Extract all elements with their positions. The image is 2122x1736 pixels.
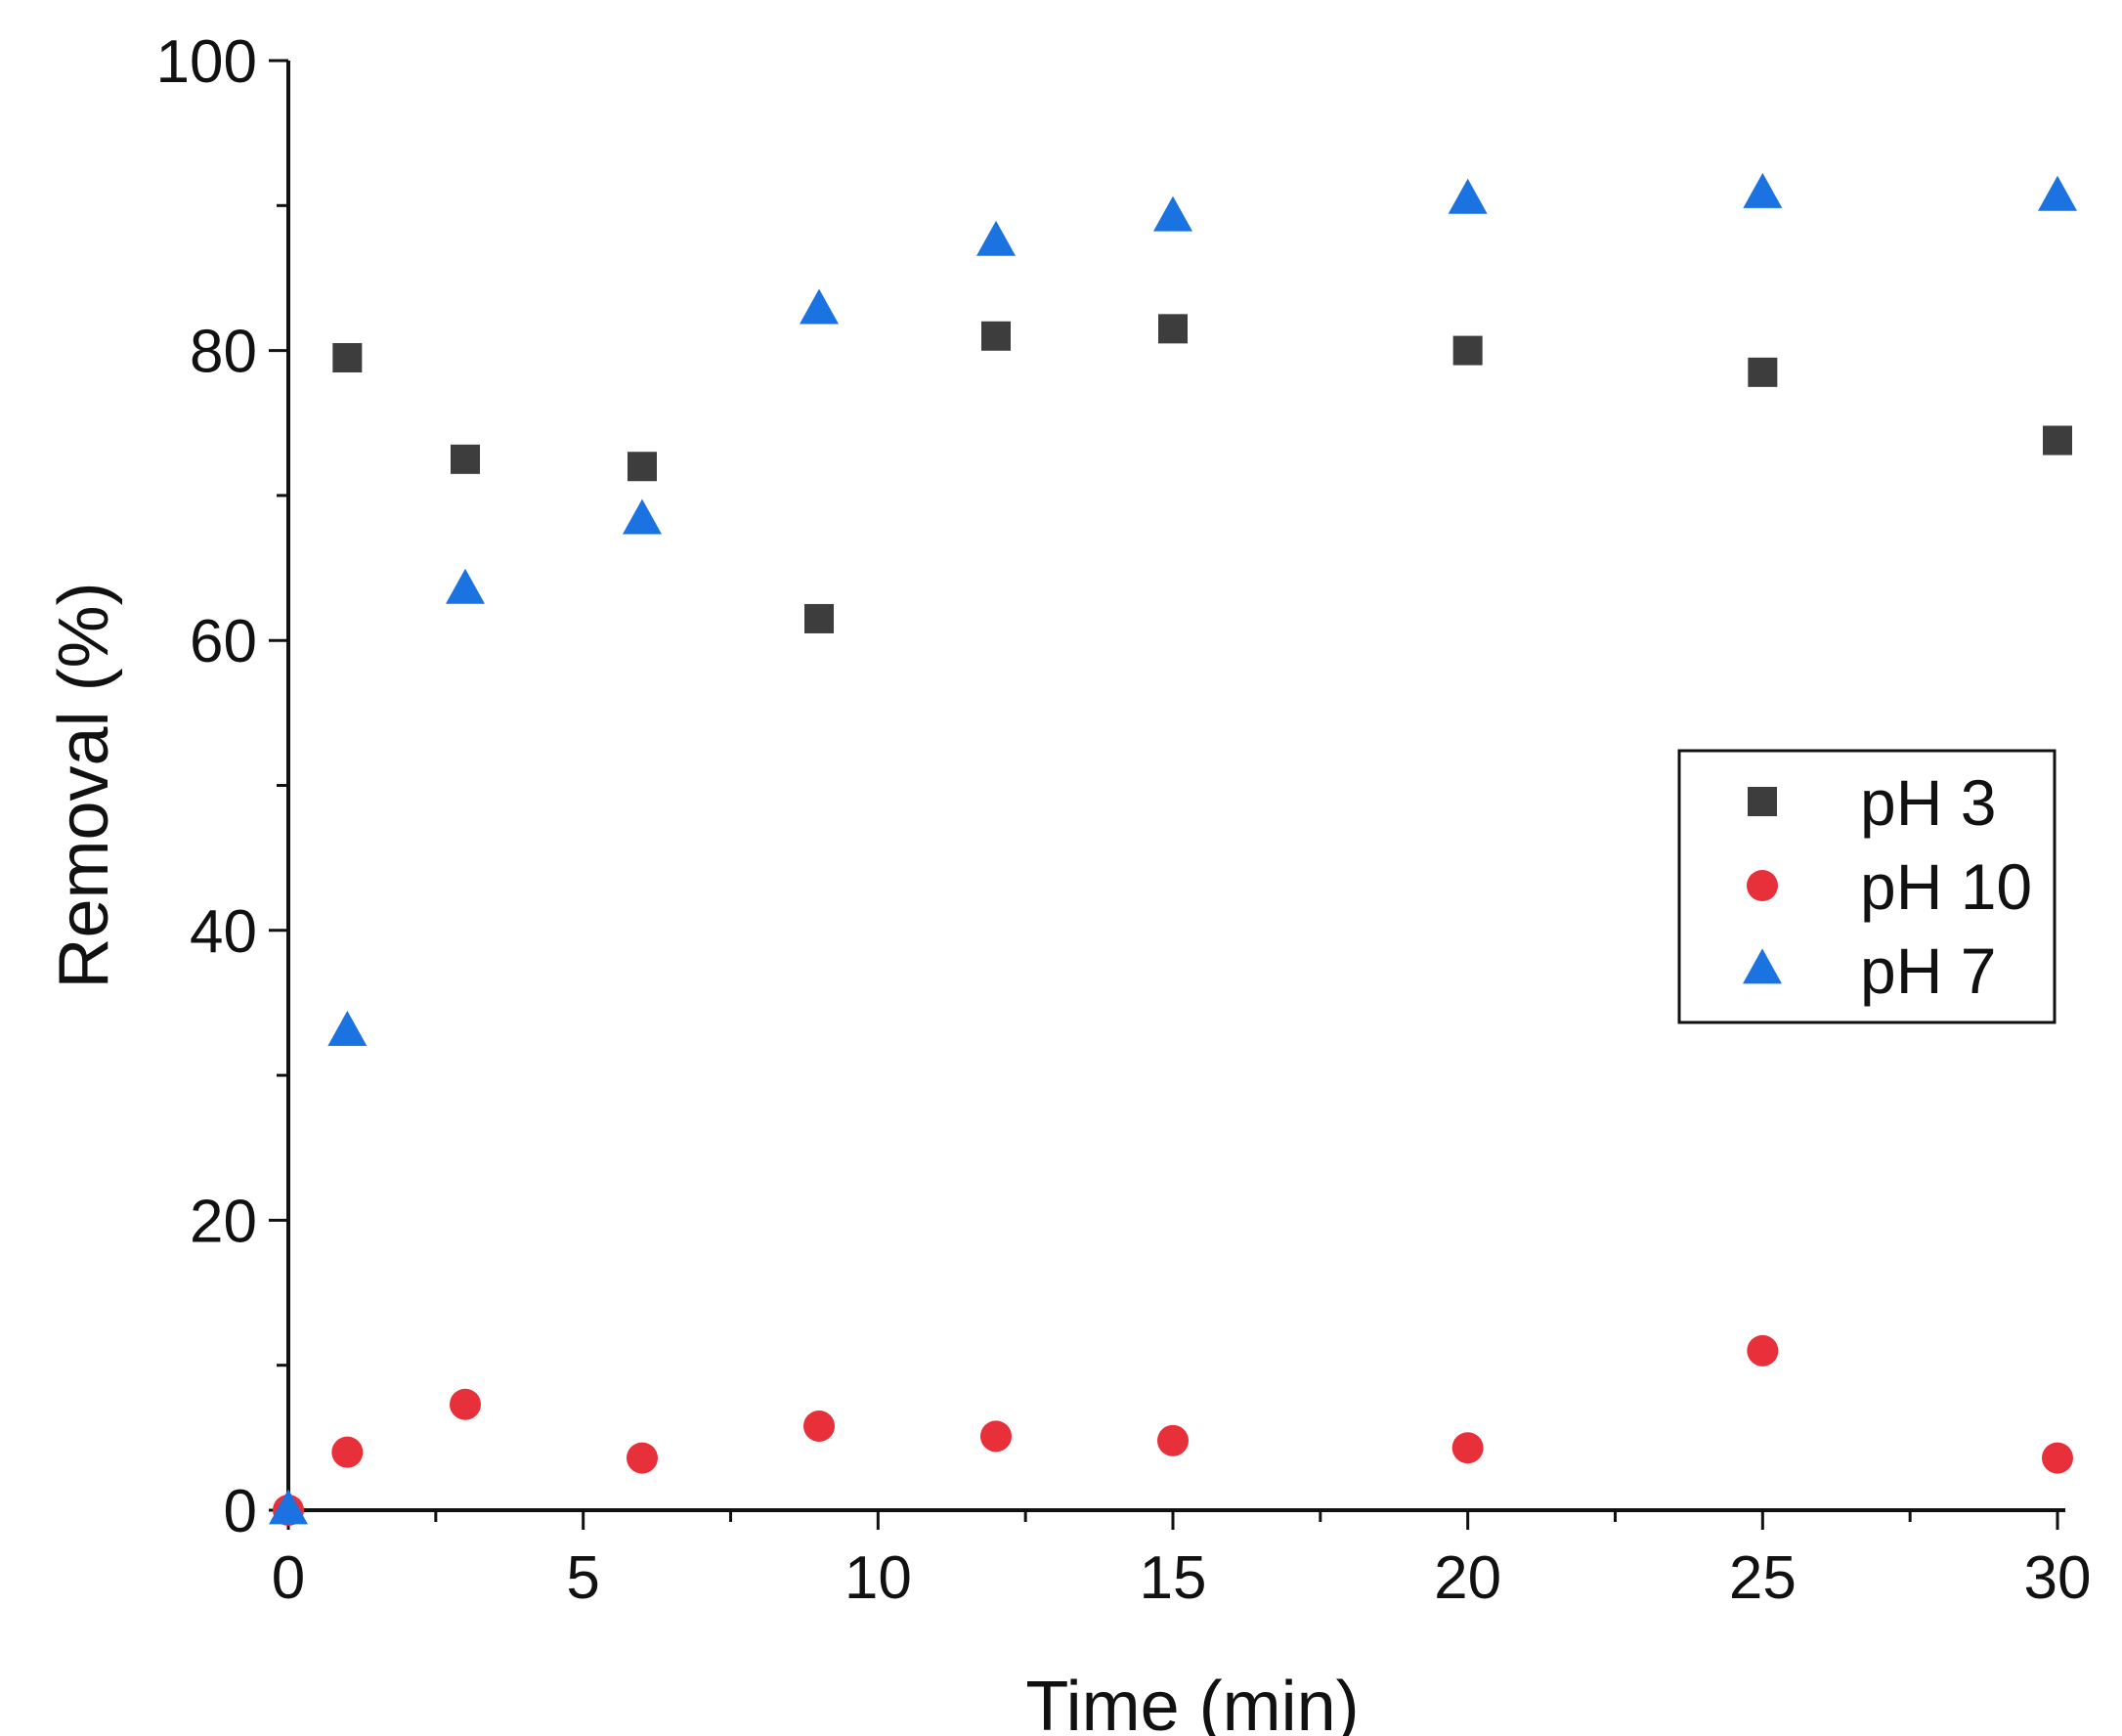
data-point <box>1451 1432 1484 1464</box>
x-tick-label: 10 <box>844 1544 912 1612</box>
y-tick-label: 100 <box>156 28 257 96</box>
data-point <box>331 1436 364 1468</box>
data-point <box>2042 1442 2073 1474</box>
legend-label: pH 7 <box>1860 934 1996 1007</box>
data-point <box>2043 425 2072 456</box>
data-point <box>1452 335 1483 366</box>
data-point <box>269 1489 308 1525</box>
data-point <box>446 568 485 604</box>
data-point <box>981 321 1011 351</box>
x-tick-label: 5 <box>566 1544 599 1612</box>
data-point <box>1158 314 1188 344</box>
data-point <box>803 1410 835 1442</box>
data-point <box>450 1388 481 1420</box>
x-axis-title: Time (min) <box>1025 1668 1359 1736</box>
x-tick-label: 20 <box>1434 1544 1501 1612</box>
data-point <box>976 220 1016 256</box>
series-ph-3 <box>332 314 2072 633</box>
legend-marker <box>1747 870 1778 901</box>
data-point <box>1748 357 1778 387</box>
data-point <box>623 499 662 535</box>
data-points-layer <box>269 172 2077 1526</box>
y-axis-title: Removal (%) <box>45 582 123 988</box>
series-ph-7 <box>269 172 2077 1525</box>
data-point <box>2038 175 2077 211</box>
x-tick-label: 30 <box>2024 1544 2092 1612</box>
data-point <box>327 1011 368 1047</box>
data-point <box>451 444 480 474</box>
y-tick-label: 20 <box>190 1188 257 1255</box>
y-tick-label: 40 <box>190 898 257 966</box>
data-point <box>628 452 657 482</box>
legend: pH 3 pH 10 pH 7 <box>1677 749 2057 1024</box>
legend-marker <box>1748 787 1777 816</box>
data-point <box>1157 1424 1189 1456</box>
y-tick-label: 80 <box>190 319 257 386</box>
data-point <box>627 1442 658 1474</box>
legend-label: pH 10 <box>1860 850 2032 923</box>
data-point <box>800 288 839 325</box>
legend-box <box>1677 749 2057 1024</box>
y-tick-label: 60 <box>190 608 257 675</box>
data-point <box>804 603 834 633</box>
y-tick-label: 0 <box>224 1478 257 1545</box>
data-point <box>332 343 363 373</box>
legend-marker <box>1743 948 1782 984</box>
axes-layer: 0 5 10 15 20 25 30 0 20 40 60 80 100 Time (min) Remova… <box>45 28 2091 1736</box>
x-tick-label: 25 <box>1729 1544 1797 1612</box>
data-point <box>1153 195 1192 232</box>
data-point <box>980 1420 1012 1453</box>
data-point <box>1448 178 1488 214</box>
x-tick-label: 0 <box>272 1544 305 1612</box>
legend-label: pH 3 <box>1860 766 1996 839</box>
data-point <box>1743 172 1783 208</box>
x-tick-label: 15 <box>1140 1544 1207 1612</box>
series-ph-10 <box>273 1334 2073 1526</box>
data-point <box>1747 1334 1779 1367</box>
